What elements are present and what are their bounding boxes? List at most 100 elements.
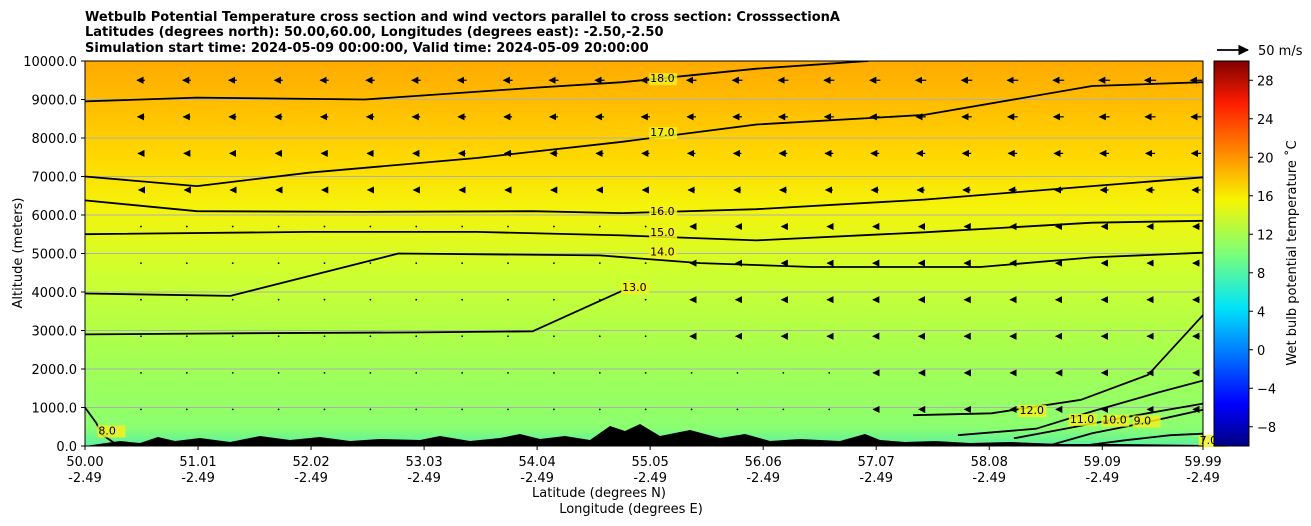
colorbar-fill — [1214, 61, 1249, 446]
wind-vector — [461, 371, 464, 374]
contour-line — [85, 81, 1203, 187]
chart-title-line-2: Latitudes (degrees north): 50.00,60.00, … — [85, 25, 664, 40]
wind-vector — [507, 371, 509, 374]
wind-vector — [415, 262, 418, 265]
x-tick-label-lat: 56.06 — [745, 455, 782, 470]
quiver-key-label: 50 m/s — [1258, 44, 1303, 59]
wind-vector — [553, 408, 555, 411]
wind-vector — [415, 335, 418, 338]
colorbar-tick-label: 28 — [1257, 74, 1274, 89]
contour-lines — [85, 61, 1203, 446]
wind-vector — [553, 298, 555, 301]
chart-title-line-1: Wetbulb Potential Temperature cross sect… — [85, 10, 840, 25]
wind-vector — [369, 225, 372, 228]
contour-line — [1047, 408, 1203, 446]
wind-vector — [461, 298, 464, 301]
colorbar-tick-label: 24 — [1257, 113, 1274, 128]
colorbar-tick-label: 12 — [1257, 228, 1274, 243]
wind-vector — [415, 225, 418, 228]
contour-line — [85, 219, 1203, 242]
wind-vector — [415, 298, 418, 301]
wind-vector — [690, 371, 693, 374]
contour-label-bg — [649, 73, 678, 86]
colorbar-tick-label: −4 — [1257, 382, 1276, 397]
contour-line — [85, 176, 1203, 214]
y-tick-label: 10000.0 — [23, 55, 77, 70]
contour-line — [1013, 402, 1203, 440]
contour-label: 11.0 — [1070, 413, 1095, 426]
colorbar: −8 −4 0 4 8 12 16 20 24 28 Wet bulb potential tem… — [1213, 60, 1300, 447]
wind-vector — [231, 335, 234, 338]
y-tick-label: 2000.0 — [32, 363, 78, 378]
y-tick-label: 1000.0 — [32, 402, 78, 417]
wind-vector — [323, 408, 326, 411]
contour-label: 14.0 — [650, 245, 675, 258]
contour-label: 17.0 — [650, 126, 675, 139]
contour-label-bg — [649, 127, 678, 140]
wind-vector — [507, 262, 509, 265]
x-tick-label-lat: 59.99 — [1184, 455, 1221, 470]
contour-label: 10.0 — [1102, 414, 1127, 427]
x-tick-label-lon: -2.49 — [633, 471, 667, 486]
wind-vector — [736, 408, 739, 411]
wind-vector — [369, 371, 372, 374]
x-tick-label-lon: -2.49 — [181, 471, 215, 486]
wind-vector — [598, 408, 601, 411]
contour-label-bg — [621, 281, 650, 294]
x-tick-label-lat: 53.03 — [405, 455, 442, 470]
x-axis: 50.00-2.4951.01-2.4952.02-2.4953.03-2.49… — [66, 446, 1222, 486]
contour-line — [85, 289, 623, 336]
wind-vector — [598, 335, 601, 338]
plot-area: 7.0 8.0 9.0 10.0 11.0 12.0 13.0 14.0 15.0 16.0 17.… — [84, 60, 1227, 448]
x-tick-label-lon: -2.49 — [407, 471, 441, 486]
wind-vector — [553, 371, 555, 374]
wind-vector — [553, 262, 555, 265]
x-tick-label-lat: 59.09 — [1084, 455, 1121, 470]
wind-vector — [553, 225, 555, 228]
contour-label: 15.0 — [650, 226, 675, 239]
contour-line — [957, 379, 1203, 437]
y-tick-label: 0.0 — [56, 440, 77, 455]
x-tick-label-lat: 51.01 — [179, 455, 216, 470]
contour-label: 13.0 — [622, 281, 647, 294]
wind-vector — [461, 408, 464, 411]
wind-vector — [277, 298, 280, 301]
wind-vector — [644, 408, 647, 411]
contour-label-bg — [649, 227, 678, 240]
wind-vector — [185, 335, 188, 338]
x-tick-label-lon: -2.49 — [1186, 471, 1220, 486]
wind-vector — [644, 262, 647, 265]
wind-vector — [369, 262, 372, 265]
wind-vector — [415, 408, 418, 411]
wind-vector — [140, 408, 142, 411]
contour-line — [1080, 432, 1203, 446]
wind-vector — [231, 408, 234, 411]
x-axis-label-longitude: Longitude (degrees E) — [559, 502, 703, 517]
wind-vector — [140, 262, 142, 265]
contour-line — [913, 314, 1203, 417]
wind-vector — [644, 225, 647, 228]
y-tick-label: 7000.0 — [32, 171, 78, 186]
wind-vector — [277, 335, 280, 338]
wind-vector — [369, 298, 372, 301]
wind-vector — [323, 335, 326, 338]
wind-vector — [415, 371, 418, 374]
wind-vector — [507, 335, 509, 338]
contour-label-bg — [97, 425, 126, 438]
wind-vector — [277, 371, 280, 374]
x-tick-label-lon: -2.49 — [859, 471, 893, 486]
y-tick-label: 5000.0 — [32, 248, 78, 263]
contour-label: 12.0 — [1019, 404, 1044, 417]
wind-vector — [185, 371, 188, 374]
wind-vector — [323, 225, 326, 228]
contour-label-group: 7.0 8.0 9.0 10.0 11.0 12.0 13.0 14.0 15.0 16.0 17.… — [97, 72, 1227, 448]
wind-vector — [140, 371, 142, 374]
colorbar-tick-label: 20 — [1257, 151, 1274, 166]
wind-vector — [369, 408, 372, 411]
wind-vector — [507, 225, 509, 228]
contour-label: 16.0 — [650, 205, 675, 218]
contour-line — [85, 251, 1203, 297]
x-tick-label-lat: 52.02 — [292, 455, 329, 470]
wind-vector — [461, 335, 464, 338]
wind-vector — [323, 371, 326, 374]
